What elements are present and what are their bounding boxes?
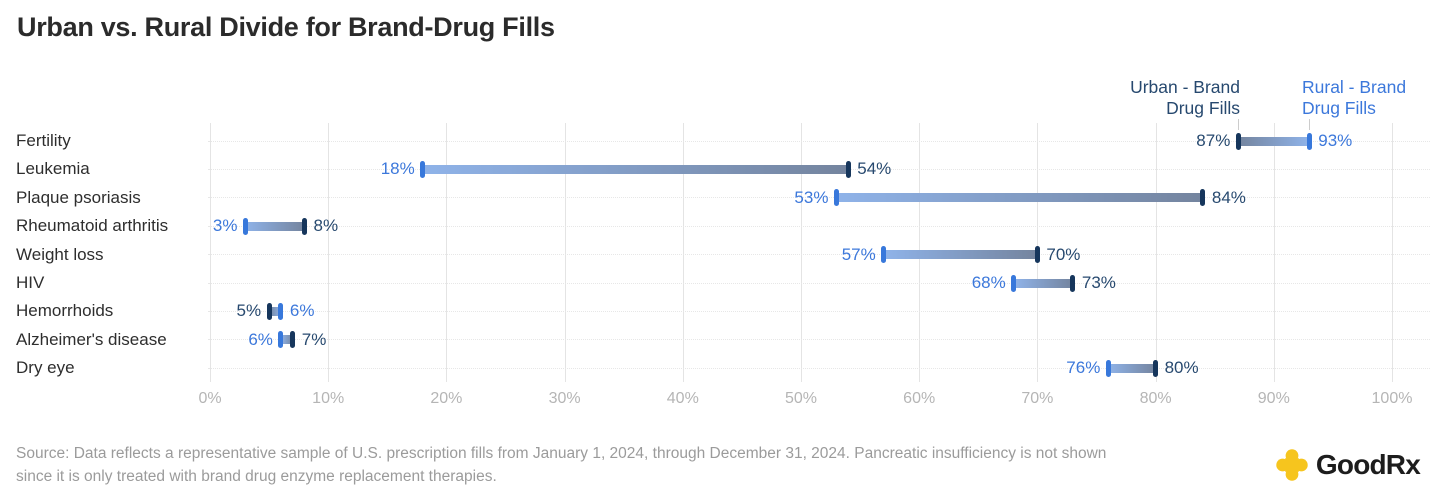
urban-value-label: 5% xyxy=(236,301,262,321)
legend-rural-connector xyxy=(1309,119,1311,130)
urban-value-label: 8% xyxy=(313,216,339,236)
rural-cap xyxy=(1011,274,1017,292)
legend-urban-line1: Urban - Brand xyxy=(1130,77,1240,97)
urban-value-label: 70% xyxy=(1046,244,1081,264)
legend-urban: Urban - Brand Drug Fills xyxy=(1130,77,1240,120)
gridline-vertical xyxy=(446,123,448,382)
range-bar xyxy=(245,221,305,231)
legend-urban-connector xyxy=(1238,119,1240,130)
x-axis-tick-label: 40% xyxy=(666,390,699,407)
row-gridline xyxy=(208,140,1430,142)
rural-value-label: 57% xyxy=(841,244,876,264)
range-bar xyxy=(280,335,293,345)
x-axis-tick-label: 10% xyxy=(312,390,345,407)
rural-cap xyxy=(1105,359,1111,377)
range-bar xyxy=(1013,278,1073,288)
urban-cap xyxy=(290,331,296,349)
category-label: Plaque psoriasis xyxy=(16,187,141,207)
goodrx-cross-icon xyxy=(1275,448,1309,482)
x-axis-tick-label: 20% xyxy=(430,390,463,407)
category-label: Rheumatoid arthritis xyxy=(16,216,169,236)
x-axis-tick-label: 50% xyxy=(784,390,818,407)
row-gridline xyxy=(208,367,1430,369)
row-gridline xyxy=(208,282,1430,284)
urban-cap xyxy=(302,217,308,235)
urban-value-label: 7% xyxy=(301,329,327,349)
urban-cap xyxy=(1070,274,1076,292)
x-axis-tick-label: 100% xyxy=(1371,390,1413,407)
rural-value-label: 6% xyxy=(289,301,315,321)
row-gridline xyxy=(208,225,1430,227)
rural-cap xyxy=(833,189,839,207)
row-gridline xyxy=(208,339,1430,341)
row-gridline xyxy=(208,310,1430,312)
rural-value-label: 76% xyxy=(1066,358,1101,378)
urban-value-label: 54% xyxy=(857,159,892,179)
rural-cap xyxy=(242,217,248,235)
urban-value-label: 87% xyxy=(1196,131,1231,150)
range-bar xyxy=(422,164,849,174)
legend-rural-line1: Rural - Brand xyxy=(1302,77,1407,97)
category-label: HIV xyxy=(16,273,45,292)
gridline-vertical xyxy=(328,123,330,382)
category-label: Weight loss xyxy=(16,244,104,264)
goodrx-logo: GoodRx xyxy=(1275,448,1421,482)
category-label: Dry eye xyxy=(16,358,75,378)
rural-cap xyxy=(278,331,284,349)
row-gridline xyxy=(208,197,1430,199)
urban-value-label: 80% xyxy=(1164,358,1199,378)
urban-cap xyxy=(266,302,272,320)
legend-urban-line2: Drug Fills xyxy=(1166,98,1240,119)
urban-value-label: 84% xyxy=(1211,187,1246,207)
source-note-line2: since it is only treated with brand drug… xyxy=(16,468,497,486)
gridline-vertical xyxy=(564,123,566,382)
x-axis-tick-label: 60% xyxy=(903,390,936,407)
gridline-vertical xyxy=(1392,123,1393,382)
gridline-vertical xyxy=(801,123,802,382)
row-gridline xyxy=(208,254,1430,256)
category-label: Alzheimer's disease xyxy=(16,329,167,349)
rural-cap xyxy=(278,302,284,320)
rural-value-label: 18% xyxy=(380,159,415,179)
range-bar xyxy=(836,193,1203,203)
urban-cap xyxy=(1034,246,1040,264)
range-bar xyxy=(269,306,281,316)
x-axis-tick-label: 90% xyxy=(1257,390,1290,407)
rural-value-label: 53% xyxy=(794,187,829,207)
source-note: Source: Data reflects a representative s… xyxy=(16,442,1106,489)
category-label: Hemorrhoids xyxy=(16,301,114,321)
rural-value-label: 6% xyxy=(248,329,273,349)
legend-rural: Rural - Brand Drug Fills xyxy=(1302,77,1406,120)
rural-cap xyxy=(1306,132,1312,150)
source-note-line1: Source: Data reflects a representative s… xyxy=(16,445,1107,462)
rural-cap xyxy=(881,246,887,264)
legend-rural-line2: Drug Fills xyxy=(1302,98,1376,119)
gridline-vertical xyxy=(682,123,684,382)
rural-value-label: 93% xyxy=(1318,131,1353,150)
rural-value-label: 68% xyxy=(971,273,1006,292)
gridline-vertical xyxy=(1273,123,1275,382)
range-bar xyxy=(883,250,1038,260)
rural-cap xyxy=(420,160,426,178)
x-axis-tick-label: 0% xyxy=(198,390,222,407)
goodrx-logo-text: GoodRx xyxy=(1315,449,1421,480)
x-axis-tick-label: 30% xyxy=(548,390,581,407)
gridline-vertical xyxy=(1155,123,1157,382)
chart-title: Urban vs. Rural Divide for Brand-Drug Fi… xyxy=(17,12,555,42)
urban-cap xyxy=(845,160,851,178)
range-bar xyxy=(1238,136,1310,146)
rural-value-label: 3% xyxy=(212,216,238,236)
category-label: Leukemia xyxy=(16,159,90,179)
range-bar xyxy=(1108,363,1156,373)
gridline-vertical xyxy=(210,123,211,382)
x-axis-tick-label: 80% xyxy=(1139,390,1172,407)
urban-value-label: 73% xyxy=(1081,273,1116,292)
x-axis-tick-label: 70% xyxy=(1021,390,1054,407)
urban-cap xyxy=(1235,132,1241,150)
urban-cap xyxy=(1153,359,1159,377)
urban-cap xyxy=(1200,189,1206,207)
category-label: Fertility xyxy=(16,131,71,150)
